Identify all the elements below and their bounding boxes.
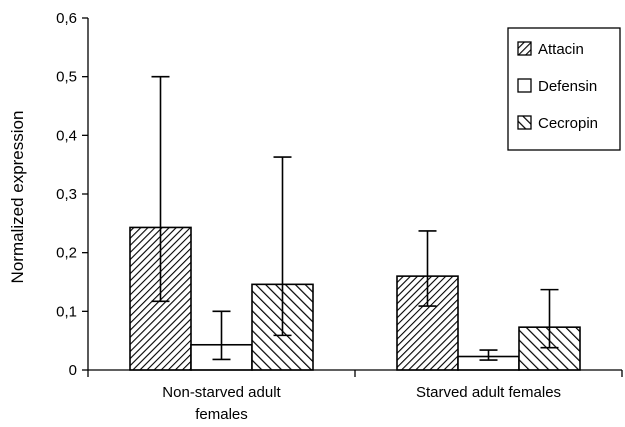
y-axis-title: Normalized expression bbox=[8, 111, 27, 284]
y-tick-label: 0 bbox=[69, 362, 77, 379]
y-axis: 0 0,1 0,2 0,3 0,4 0,5 0,6 bbox=[56, 10, 89, 379]
legend-swatch-attacin bbox=[517, 41, 532, 56]
y-tick-label: 0,3 bbox=[56, 186, 77, 203]
y-tick-label: 0,6 bbox=[56, 10, 77, 27]
legend-label: Attacin bbox=[538, 41, 584, 58]
x-axis: Non-starved adult females Starved adult fe… bbox=[87, 369, 623, 423]
y-tick-label: 0,4 bbox=[56, 127, 77, 144]
legend-label: Cecropin bbox=[538, 115, 598, 132]
error-bar-defensin bbox=[479, 349, 498, 361]
error-bars bbox=[151, 75, 559, 361]
y-tick-label: 0,5 bbox=[56, 69, 77, 86]
bars bbox=[129, 226, 581, 371]
error-bar-defensin bbox=[212, 310, 231, 361]
error-bar-cecropin bbox=[273, 156, 292, 337]
y-tick-label: 0,2 bbox=[56, 245, 77, 262]
error-bar-cecropin bbox=[540, 288, 559, 349]
x-category-label: Starved adult females bbox=[416, 384, 561, 401]
x-category-label: Non-starved adult females bbox=[162, 384, 281, 423]
error-bar-attacin bbox=[418, 230, 437, 307]
legend-swatch-defensin bbox=[517, 78, 532, 93]
legend: Attacin Defensin Cecropin bbox=[507, 27, 621, 151]
y-tick-label: 0,1 bbox=[56, 303, 77, 320]
legend-label: Defensin bbox=[538, 78, 597, 95]
legend-swatch-cecropin bbox=[517, 115, 532, 130]
error-bar-attacin bbox=[151, 75, 170, 303]
